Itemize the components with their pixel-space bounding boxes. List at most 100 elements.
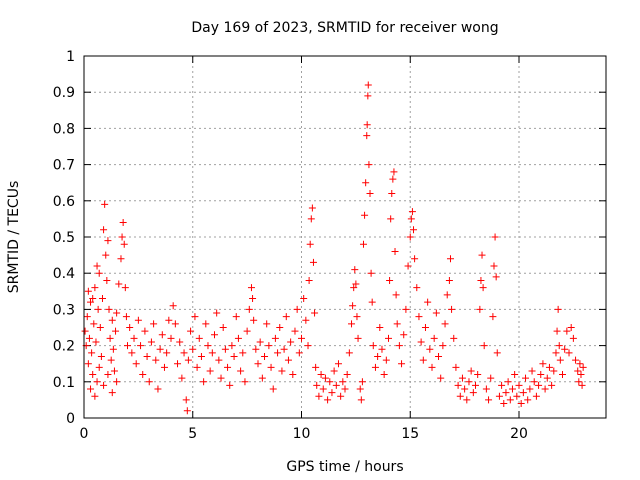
data-point <box>472 381 479 389</box>
data-point <box>300 295 308 303</box>
data-point <box>339 378 347 386</box>
data-point <box>387 215 395 223</box>
data-point <box>245 305 253 313</box>
data-point <box>189 345 197 353</box>
data-point <box>280 345 288 353</box>
data-point <box>487 374 495 382</box>
data-point <box>351 266 359 274</box>
data-point <box>197 352 205 360</box>
data-point <box>572 356 580 364</box>
data-point <box>87 298 95 306</box>
data-point <box>374 352 382 360</box>
data-point <box>532 392 540 400</box>
data-point <box>256 338 264 346</box>
data-point <box>219 324 227 331</box>
data-point <box>160 363 168 371</box>
data-point <box>250 316 258 324</box>
data-point <box>304 342 312 350</box>
data-point <box>267 363 275 371</box>
data-point <box>109 345 117 353</box>
data-point <box>202 320 210 328</box>
data-point <box>359 240 367 248</box>
data-point <box>337 392 345 400</box>
data-point <box>430 334 438 342</box>
data-point <box>178 374 186 382</box>
data-point <box>195 334 203 342</box>
data-point <box>530 378 538 386</box>
data-point <box>402 305 410 313</box>
data-point <box>364 81 372 89</box>
data-point <box>269 385 277 393</box>
data-point <box>81 327 89 335</box>
data-point <box>113 309 121 317</box>
x-tick-label: 0 <box>80 426 89 442</box>
data-point <box>102 251 110 259</box>
x-tick-label: 5 <box>188 426 197 442</box>
data-point <box>553 327 561 335</box>
data-point <box>456 392 464 400</box>
data-point <box>350 284 358 292</box>
data-point <box>478 251 486 259</box>
data-point <box>559 371 566 379</box>
data-point <box>278 367 286 375</box>
data-point <box>115 280 123 288</box>
data-point <box>141 327 149 335</box>
data-point <box>110 367 118 375</box>
data-point <box>126 324 134 331</box>
data-point <box>369 342 377 350</box>
data-point <box>165 316 173 324</box>
data-point <box>130 334 138 342</box>
data-point <box>482 385 490 393</box>
data-point <box>328 389 336 397</box>
data-point <box>371 363 379 371</box>
data-point <box>239 349 247 357</box>
data-point <box>524 396 532 404</box>
data-point <box>410 226 418 234</box>
y-tick-label: 0.8 <box>53 121 75 137</box>
data-point <box>424 298 432 306</box>
data-point <box>289 371 297 379</box>
data-point <box>382 356 390 364</box>
data-point <box>545 363 553 371</box>
data-point <box>463 396 471 404</box>
data-point <box>104 371 112 379</box>
data-point <box>567 324 575 331</box>
y-tick-label: 1 <box>66 49 75 65</box>
data-point <box>537 371 545 379</box>
data-point <box>511 371 519 379</box>
data-point <box>117 255 125 263</box>
data-point <box>319 385 327 393</box>
data-point <box>234 334 242 342</box>
data-point <box>89 371 97 379</box>
data-point <box>308 204 316 212</box>
data-point <box>302 316 310 324</box>
data-point <box>441 320 449 328</box>
data-point <box>249 295 257 303</box>
x-tick-label: 15 <box>401 426 419 442</box>
data-point <box>97 352 105 360</box>
data-point <box>385 334 392 342</box>
data-point <box>341 385 349 393</box>
data-point <box>89 295 97 303</box>
data-point <box>574 367 582 375</box>
data-point <box>452 363 460 371</box>
data-point <box>261 352 269 360</box>
data-point <box>152 356 160 364</box>
data-point <box>122 313 130 321</box>
data-point <box>358 378 366 386</box>
data-point <box>224 363 232 371</box>
y-tick-label: 0.4 <box>53 266 75 282</box>
data-point <box>519 389 527 397</box>
data-point <box>407 215 415 223</box>
data-point <box>413 284 421 292</box>
data-point <box>577 371 585 379</box>
data-point <box>156 345 164 353</box>
data-point <box>406 233 414 241</box>
data-point <box>150 320 158 328</box>
y-tick-label: 0.5 <box>53 230 75 246</box>
data-point <box>137 342 145 350</box>
data-point <box>163 349 171 357</box>
data-point <box>87 385 95 393</box>
data-point <box>106 334 114 342</box>
data-point <box>171 320 179 328</box>
